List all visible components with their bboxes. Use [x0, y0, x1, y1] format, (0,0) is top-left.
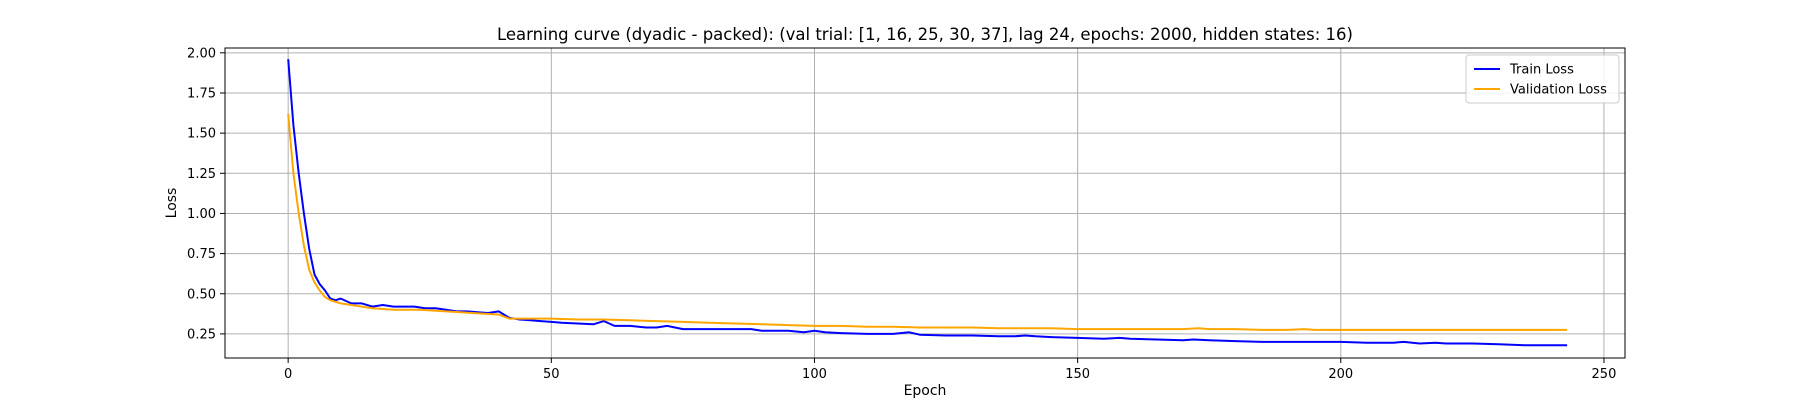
y-axis-label: Loss	[164, 188, 180, 219]
legend-box	[1465, 54, 1620, 104]
y-tick-label: 1.50	[187, 127, 216, 142]
x-tick-label: 0	[284, 367, 292, 382]
x-tick-label: 200	[1328, 367, 1353, 382]
x-tick-label: 150	[1065, 367, 1090, 382]
x-tick-label: 250	[1592, 367, 1617, 382]
legend: Train Loss Validation Loss	[1465, 54, 1620, 104]
x-tick-label: 50	[543, 367, 560, 382]
series-line-0	[287, 59, 1568, 347]
x-axis-label: Epoch	[904, 383, 947, 399]
x-axis-ticks: 0 50 100 150 200 250	[284, 358, 1616, 382]
y-axis-ticks: 0.25 0.50 0.75 1.00 1.25 1.50 1.75 2.00	[187, 46, 225, 342]
y-tick-label: 0.75	[187, 247, 216, 262]
legend-label-1: Validation Loss	[1510, 83, 1607, 98]
x-tick-label: 100	[802, 367, 827, 382]
legend-label-0: Train Loss	[1509, 63, 1574, 78]
y-tick-label: 1.25	[187, 167, 216, 182]
y-tick-label: 2.00	[187, 46, 216, 61]
chart-title: Learning curve (dyadic - packed): (val t…	[497, 25, 1353, 44]
y-tick-label: 0.50	[187, 287, 216, 302]
series-lines	[287, 59, 1568, 347]
y-tick-label: 1.75	[187, 86, 216, 101]
y-tick-label: 0.25	[187, 327, 216, 342]
series-line-1	[287, 113, 1568, 331]
y-tick-label: 1.00	[187, 207, 216, 222]
plot-frame	[224, 47, 1626, 359]
